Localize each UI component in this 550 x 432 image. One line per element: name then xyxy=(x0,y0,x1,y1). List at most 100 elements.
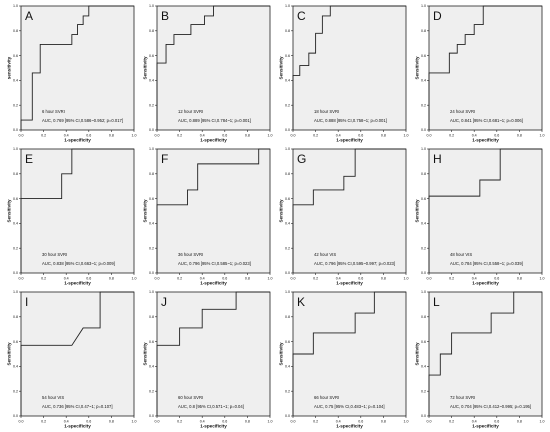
y-tick-label: 0.2 xyxy=(285,389,290,393)
x-tick-label: 0.6 xyxy=(222,277,227,281)
y-tick-label: 1.0 xyxy=(13,147,18,151)
y-tick-label: 0.4 xyxy=(421,222,426,226)
roc-curve xyxy=(428,148,542,273)
y-tick-label: 0.2 xyxy=(421,103,426,107)
x-tick-label: 0.0 xyxy=(155,134,160,138)
y-tick-label: 0.6 xyxy=(285,54,290,58)
x-tick-label: 0.8 xyxy=(381,134,386,138)
plot-area xyxy=(292,148,407,274)
y-tick-label: 1.0 xyxy=(13,290,18,294)
x-tick-label: 0.8 xyxy=(109,134,114,138)
x-tick-label: 0.2 xyxy=(449,277,454,281)
x-tick-label: 0.2 xyxy=(313,277,318,281)
x-tick-label: 0.0 xyxy=(291,420,296,424)
series-name: 72 hour SVRI xyxy=(450,395,475,400)
x-axis-label: 1-specificity xyxy=(200,424,227,429)
y-tick-label: 0.6 xyxy=(285,197,290,201)
roc-panel-d: D 0.00.0 0.2 0.2 0.4 0.4 0.6 0.6 0.8 0.8 1.0 1.0 1-s… xyxy=(415,4,545,142)
x-tick-label: 0.0 xyxy=(19,134,24,138)
x-tick-label: 1.0 xyxy=(132,277,137,281)
y-tick-label: 0.2 xyxy=(285,103,290,107)
x-tick-label: 0.8 xyxy=(245,134,250,138)
y-tick-label: 0.4 xyxy=(13,222,18,226)
auc-annotation: AUC, 0.769 [95% CI,0.586~0.952; p=0.017] xyxy=(42,118,123,123)
y-tick-label: 1.0 xyxy=(149,4,154,8)
x-tick-label: 0.0 xyxy=(19,420,24,424)
roc-curve xyxy=(156,291,270,416)
roc-panel-e: E 0.00.0 0.2 0.2 0.4 0.4 0.6 0.6 0.8 0.8 1.0 1.0 1-s… xyxy=(7,147,137,285)
roc-curve xyxy=(156,5,270,130)
x-tick-label: 0.4 xyxy=(472,420,477,424)
x-tick-label: 0.4 xyxy=(64,134,69,138)
x-tick-label: 0.4 xyxy=(472,134,477,138)
x-tick-label: 0.8 xyxy=(109,420,114,424)
series-name: 54 hour VIS xyxy=(42,395,64,400)
x-axis-label: 1-specificity xyxy=(336,424,363,429)
panel-letter: L xyxy=(433,295,440,309)
auc-annotation: AUC, 0.8 [95% CI,0.571~1; p=0.04] xyxy=(178,404,244,409)
y-tick-label: 0.0 xyxy=(421,271,426,275)
auc-annotation: AUC, 0.75 [95% CI,0.483~1; p=0.104] xyxy=(314,404,385,409)
x-tick-label: 1.0 xyxy=(268,134,273,138)
x-tick-label: 0.0 xyxy=(19,277,24,281)
y-tick-label: 0.6 xyxy=(13,340,18,344)
x-tick-label: 1.0 xyxy=(132,134,137,138)
x-tick-label: 0.8 xyxy=(517,134,522,138)
roc-panel-k: K 0.00.0 0.2 0.2 0.4 0.4 0.6 0.6 0.8 0.8 1.0 1.0 1-s… xyxy=(279,290,409,429)
plot-area xyxy=(156,291,271,417)
y-tick-label: 0.2 xyxy=(149,389,154,393)
plot-area xyxy=(428,148,543,274)
y-tick-label: 0.8 xyxy=(13,172,18,176)
x-tick-label: 0.2 xyxy=(449,420,454,424)
y-tick-label: 0.2 xyxy=(149,246,154,250)
y-tick-label: 0.0 xyxy=(285,414,290,418)
y-tick-label: 0.2 xyxy=(285,246,290,250)
auc-annotation: AUC, 0.736 [95% CI,0.47~1; p=0.107] xyxy=(42,404,113,409)
series-name: 66 hour SVRI xyxy=(314,395,339,400)
panel-letter: A xyxy=(25,9,33,23)
x-tick-label: 1.0 xyxy=(404,277,409,281)
series-name: 30 hour SVRI xyxy=(42,252,67,257)
roc-curve xyxy=(292,148,406,273)
x-tick-label: 0.8 xyxy=(381,277,386,281)
x-tick-label: 0.6 xyxy=(86,134,91,138)
x-tick-label: 0.6 xyxy=(494,277,499,281)
panel-letter: F xyxy=(161,152,168,166)
panel-letter: I xyxy=(25,295,28,309)
series-name: 48 hour VIS xyxy=(450,252,472,257)
x-tick-label: 0.4 xyxy=(200,420,205,424)
x-tick-label: 0.6 xyxy=(222,420,227,424)
y-axis-label: Sensitivity xyxy=(279,342,284,365)
panel-letter: B xyxy=(161,9,169,23)
series-name: 42 hour VIS xyxy=(314,252,336,257)
panel-letter: C xyxy=(297,9,306,23)
panel-letter: D xyxy=(433,9,442,23)
x-tick-label: 0.0 xyxy=(291,277,296,281)
plot-area xyxy=(428,5,543,131)
roc-panel-h: H 0.00.0 0.2 0.2 0.4 0.4 0.6 0.6 0.8 0.8 1.0 1.0 1-s… xyxy=(415,147,545,285)
roc-curve xyxy=(292,5,406,130)
y-tick-label: 0.6 xyxy=(13,197,18,201)
x-tick-label: 0.2 xyxy=(41,420,46,424)
y-tick-label: 1.0 xyxy=(421,147,426,151)
y-axis-label: Sensitivity xyxy=(279,56,284,79)
y-tick-label: 0.0 xyxy=(285,271,290,275)
series-name: 36 hour SVRI xyxy=(178,252,203,257)
x-tick-label: 0.6 xyxy=(494,420,499,424)
roc-curve xyxy=(20,148,134,273)
series-name: 60 hour SVRI xyxy=(178,395,203,400)
x-axis-label: 1-specificity xyxy=(336,281,363,286)
x-axis-label: 1-specificity xyxy=(64,138,91,143)
x-axis-label: 1-specificity xyxy=(64,424,91,429)
y-tick-label: 0.8 xyxy=(13,315,18,319)
y-tick-label: 0.0 xyxy=(149,414,154,418)
y-tick-label: 0.8 xyxy=(149,29,154,33)
panel-letter: H xyxy=(433,152,442,166)
roc-curve xyxy=(292,291,406,416)
x-tick-label: 0.6 xyxy=(358,134,363,138)
x-tick-label: 0.2 xyxy=(177,134,182,138)
y-tick-label: 0.8 xyxy=(421,29,426,33)
series-name: 12 hour SVRI xyxy=(178,109,203,114)
x-tick-label: 0.8 xyxy=(245,277,250,281)
y-tick-label: 0.8 xyxy=(285,172,290,176)
